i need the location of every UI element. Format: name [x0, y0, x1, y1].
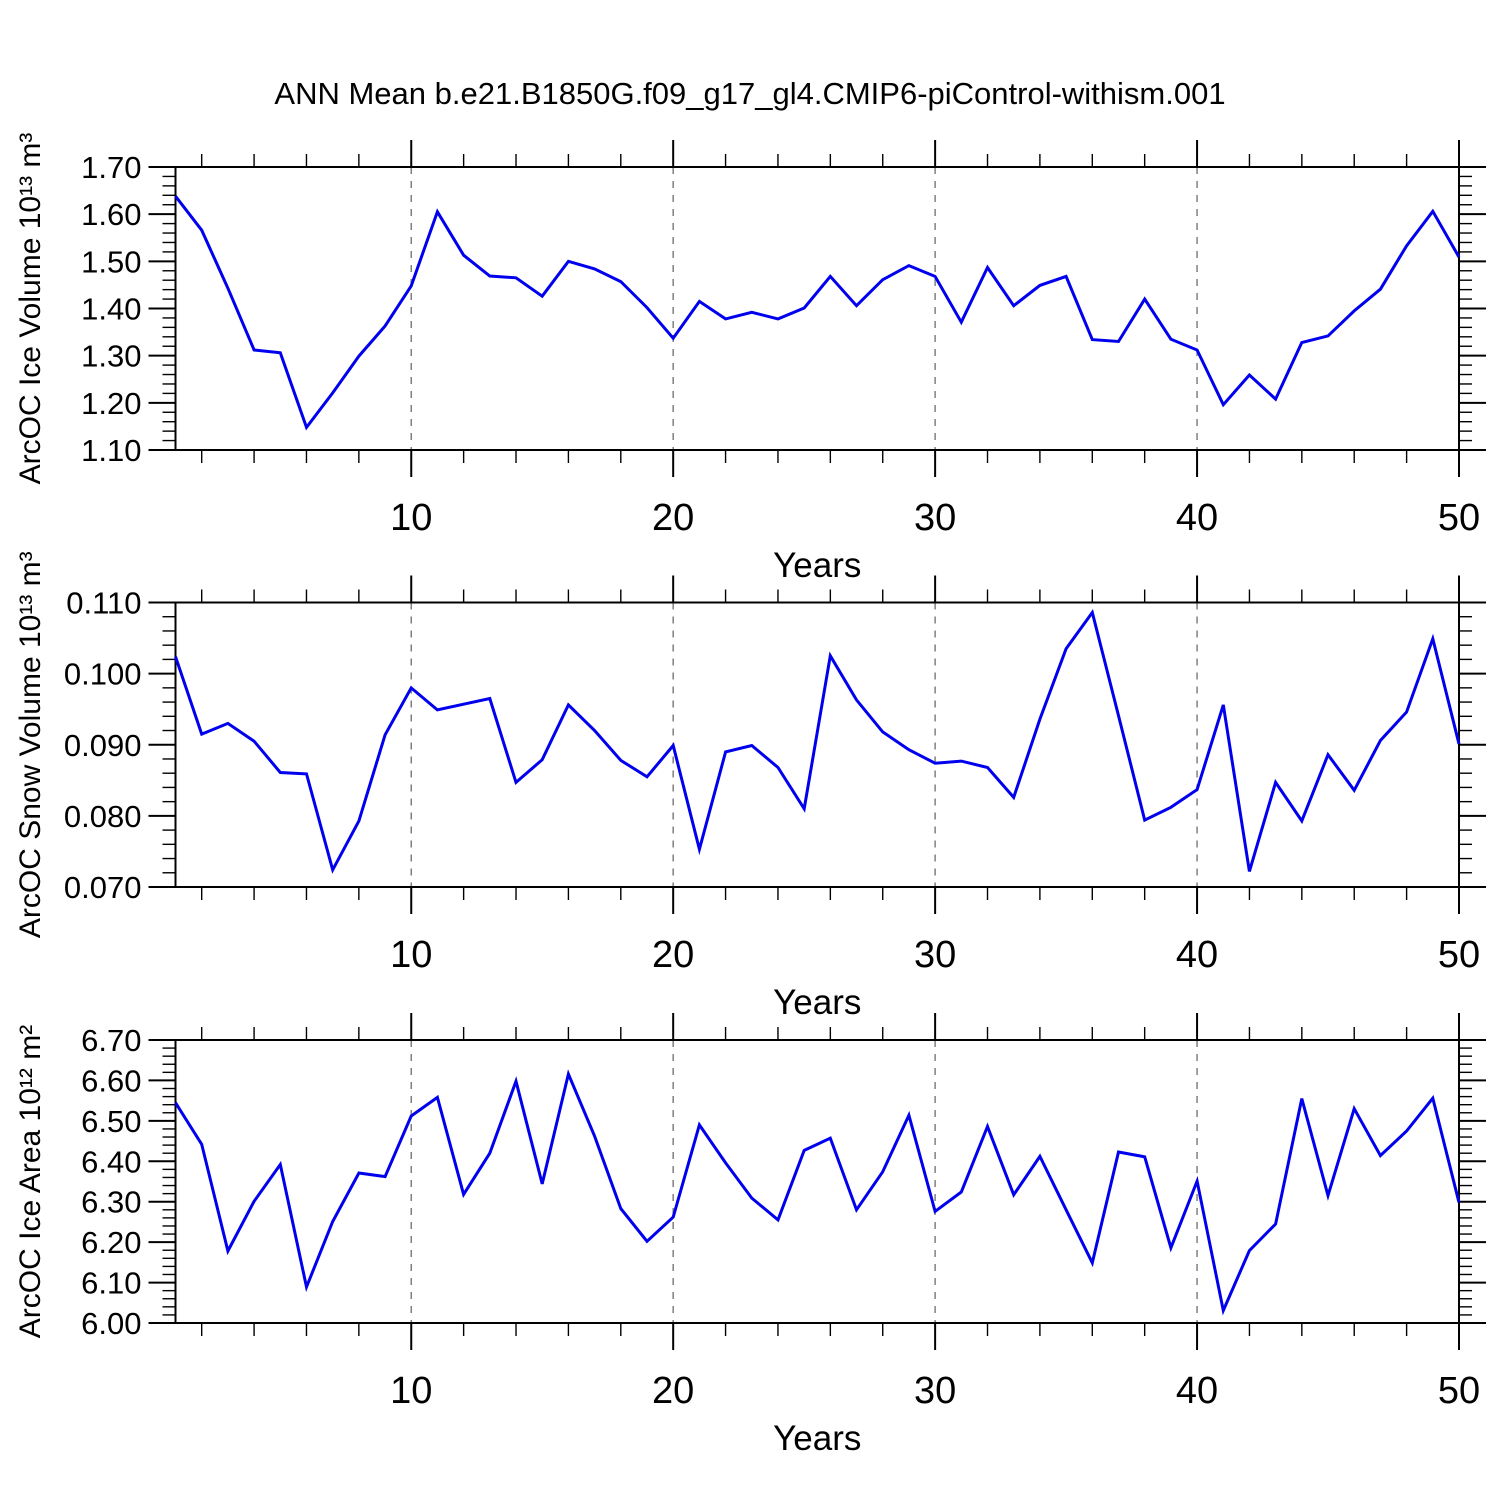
plot-frame [174, 601, 1460, 888]
y-tick-label: 0.090 [64, 728, 142, 763]
x-tick-label: 30 [914, 497, 956, 539]
y-tick-label: 1.60 [81, 197, 141, 232]
y-tick-label: 6.60 [81, 1063, 141, 1098]
x-tick-label: 40 [1176, 1370, 1218, 1412]
x-tick-label: 50 [1438, 1370, 1480, 1412]
series-line-ice-area [174, 1069, 1461, 1316]
x-tick-label: 40 [1176, 934, 1218, 976]
y-axis-title: ArcOC Ice Area 10¹² m² [14, 1025, 47, 1338]
x-axis-title: Years [773, 983, 861, 1022]
x-tick-label: 10 [390, 934, 432, 976]
y-tick-label: 0.100 [64, 657, 142, 692]
y-tick-label: 1.50 [81, 244, 141, 279]
chart-title: ANN Mean b.e21.B1850G.f09_g17_gl4.CMIP6-… [274, 76, 1225, 111]
x-tick-label: 30 [914, 934, 956, 976]
y-axis-title: ArcOC Snow Volume 10¹³ m³ [14, 551, 47, 938]
x-tick-label: 20 [652, 934, 694, 976]
y-tick-label: 0.110 [66, 586, 141, 621]
y-tick-label: 1.40 [81, 292, 141, 327]
x-tick-label: 30 [914, 1370, 956, 1412]
plot-frame [174, 166, 1460, 451]
y-tick-label: 6.00 [81, 1306, 141, 1341]
y-tick-label: 6.70 [81, 1023, 141, 1058]
x-tick-label: 10 [390, 1370, 432, 1412]
y-tick-label: 6.40 [81, 1144, 141, 1179]
x-tick-label: 20 [652, 1370, 694, 1412]
y-axis-title: ArcOC Ice Volume 10¹³ m³ [14, 133, 47, 485]
y-tick-label: 6.30 [81, 1185, 141, 1220]
y-tick-label: 6.10 [81, 1266, 141, 1301]
series-line-ice-volume [174, 195, 1461, 431]
panel-ice-area: 6.00 6.10 6.20 6.30 6.40 6.50 6.60 6.70 10 20 30 40… [14, 1013, 1486, 1458]
plot-frame [174, 1039, 1460, 1324]
x-tick-label: 50 [1438, 497, 1480, 539]
y-tick-label: 1.20 [81, 386, 141, 421]
panel-ice-volume: 1.10 1.20 1.30 1.40 1.50 1.60 1.70 10 20 30 40 50 Ye… [14, 133, 1486, 585]
y-tick-label: 6.20 [81, 1225, 141, 1260]
y-tick-label: 6.50 [81, 1104, 141, 1139]
panels-group: 1.10 1.20 1.30 1.40 1.50 1.60 1.70 10 20 30 40 50 Ye… [14, 133, 1486, 1458]
x-axis-title: Years [773, 546, 861, 585]
x-tick-label: 40 [1176, 497, 1218, 539]
series-line-snow-volume [174, 609, 1461, 874]
x-tick-label: 50 [1438, 934, 1480, 976]
y-tick-label: 1.30 [81, 339, 141, 374]
x-axis-title: Years [773, 1419, 861, 1458]
x-tick-label: 10 [390, 497, 432, 539]
y-tick-label: 0.070 [64, 870, 142, 905]
y-tick-label: 1.70 [81, 150, 141, 185]
y-tick-label: 1.10 [81, 433, 141, 468]
x-tick-label: 20 [652, 497, 694, 539]
panel-snow-volume: 0.070 0.080 0.090 0.100 0.110 10 20 30 40 50 Years… [14, 551, 1486, 1022]
y-tick-label: 0.080 [64, 799, 142, 834]
